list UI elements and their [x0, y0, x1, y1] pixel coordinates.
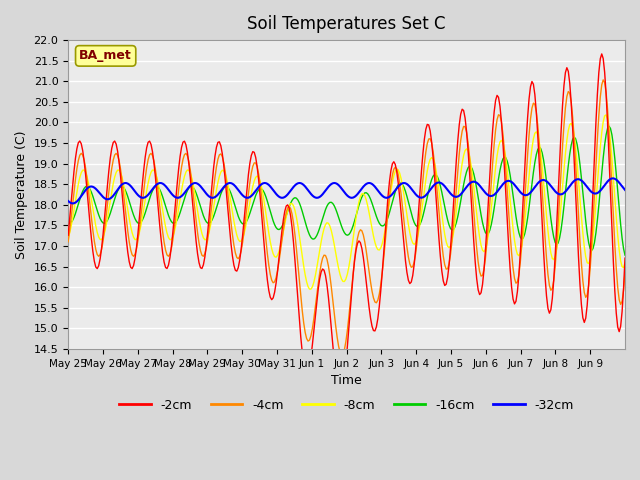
Y-axis label: Soil Temperature (C): Soil Temperature (C): [15, 130, 28, 259]
Text: BA_met: BA_met: [79, 49, 132, 62]
X-axis label: Time: Time: [332, 374, 362, 387]
Title: Soil Temperatures Set C: Soil Temperatures Set C: [247, 15, 446, 33]
Legend: -2cm, -4cm, -8cm, -16cm, -32cm: -2cm, -4cm, -8cm, -16cm, -32cm: [115, 394, 579, 417]
